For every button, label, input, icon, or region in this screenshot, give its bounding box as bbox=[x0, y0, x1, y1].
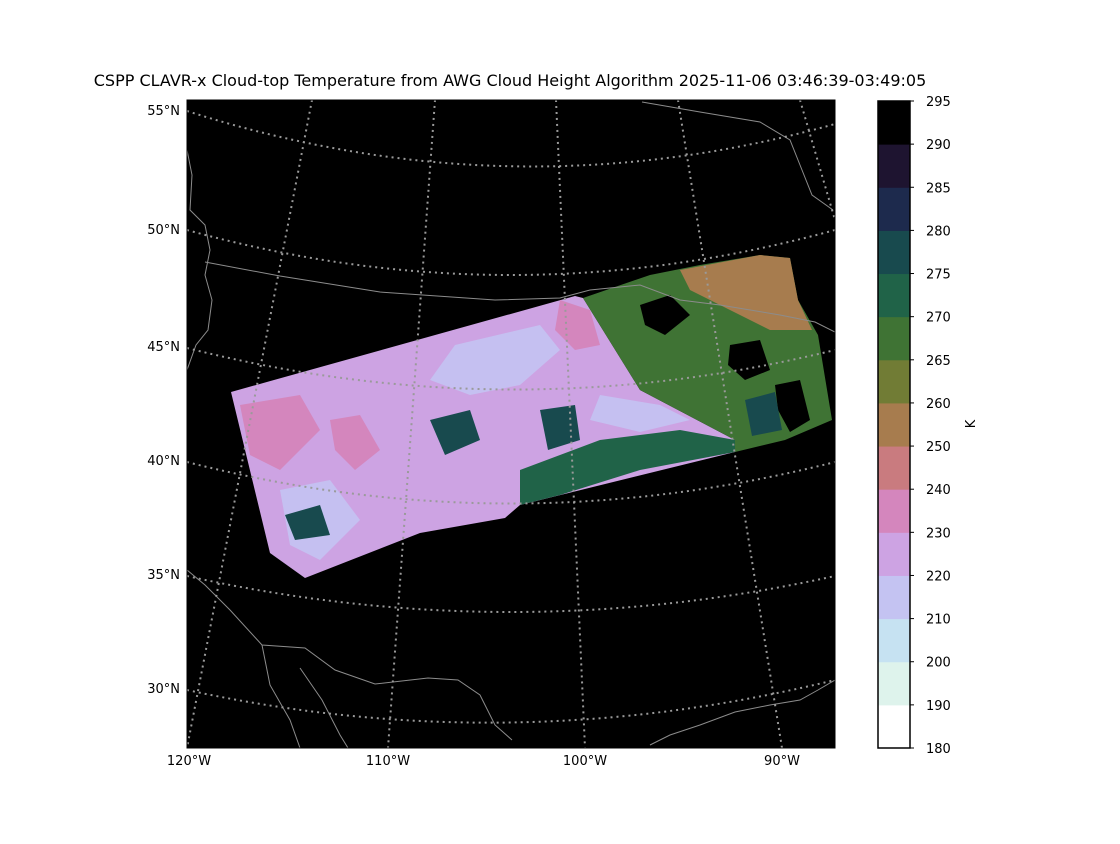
colorbar-unit-label: K bbox=[964, 419, 979, 428]
swath-cold-cloud-region bbox=[231, 296, 735, 578]
map-title: CSPP CLAVR-x Cloud-top Temperature from … bbox=[94, 71, 927, 90]
colorbar-tick-label: 190 bbox=[926, 699, 951, 714]
colorbar: 180 190 200 210 220 230 240 250 260 265 270 275 280 2… bbox=[877, 95, 951, 757]
gulf-coastline bbox=[649, 679, 835, 746]
swath-upper-brown-region bbox=[680, 255, 812, 330]
colorbar-tick-label: 270 bbox=[926, 311, 951, 326]
colorbar-tick-label: 295 bbox=[926, 95, 951, 110]
colorbar-bin bbox=[878, 187, 910, 231]
colorbar-bin bbox=[878, 618, 910, 663]
map-layers bbox=[187, 100, 835, 748]
colorbar-tick-label: 200 bbox=[926, 656, 951, 671]
lon-label: 110°W bbox=[366, 754, 410, 769]
colorbar-bin bbox=[878, 230, 910, 275]
us-canada-border bbox=[204, 261, 835, 333]
colorbar-tick-label: 250 bbox=[926, 440, 951, 455]
lon-labels: 120°W 110°W 100°W 90°W bbox=[167, 754, 800, 769]
meridian-100w bbox=[555, 100, 586, 748]
colorbar-bin bbox=[878, 101, 910, 145]
colorbar-bin bbox=[878, 446, 910, 490]
graticule bbox=[187, 100, 835, 748]
colorbar-tick-label: 210 bbox=[926, 613, 951, 628]
colorbar-tick-label: 265 bbox=[926, 354, 951, 369]
lon-label: 90°W bbox=[764, 754, 800, 769]
colorbar-tick-label: 290 bbox=[926, 138, 951, 153]
colorbar-bin bbox=[878, 316, 910, 361]
us-mexico-border bbox=[187, 569, 513, 741]
coastlines bbox=[187, 101, 835, 748]
colorbar-tick-label: 180 bbox=[926, 742, 951, 757]
lat-label: 45°N bbox=[147, 340, 180, 355]
colorbar-bin bbox=[878, 575, 910, 620]
meridian-90w bbox=[677, 100, 783, 748]
swath-very-cold-patches bbox=[280, 325, 690, 560]
colorbar-tick-label: 240 bbox=[926, 483, 951, 498]
colorbar-tick-label: 230 bbox=[926, 526, 951, 541]
lat-label: 55°N bbox=[147, 104, 180, 119]
lat-label: 35°N bbox=[147, 568, 180, 583]
baja-coastline bbox=[261, 644, 349, 748]
lat-label: 40°N bbox=[147, 454, 180, 469]
meridian-110w bbox=[387, 100, 436, 748]
colorbar-bin bbox=[878, 273, 910, 318]
lat-label: 30°N bbox=[147, 682, 180, 697]
lon-label: 120°W bbox=[167, 754, 211, 769]
colorbar-bin bbox=[878, 532, 910, 576]
colorbar-tick-label: 275 bbox=[926, 268, 951, 283]
cloud-swath bbox=[231, 255, 832, 578]
colorbar-bin bbox=[878, 704, 910, 749]
colorbar-bin bbox=[878, 489, 910, 533]
colorbar-tick-label: 285 bbox=[926, 181, 951, 196]
great-lakes-outline bbox=[641, 101, 834, 211]
swath-clear-gaps bbox=[640, 295, 810, 432]
colorbar-bin bbox=[878, 402, 910, 447]
swath-low-cloud-south bbox=[520, 430, 735, 505]
colorbar-tick-label: 220 bbox=[926, 569, 951, 584]
colorbar-bin bbox=[878, 144, 910, 188]
colorbar-bin bbox=[878, 661, 910, 706]
lon-label: 100°W bbox=[563, 754, 607, 769]
map-frame bbox=[186, 99, 836, 749]
lat-labels: 55°N 50°N 45°N 40°N 35°N 30°N bbox=[147, 104, 180, 697]
lat-label: 50°N bbox=[147, 223, 180, 238]
swath-warm-pink-patches bbox=[240, 300, 600, 470]
parallel-30n bbox=[187, 679, 835, 724]
meridian-120w bbox=[187, 100, 313, 748]
colorbar-frame bbox=[877, 100, 911, 749]
colorbar-tick-label: 260 bbox=[926, 397, 951, 412]
colorbar-tick-label: 280 bbox=[926, 224, 951, 239]
colorbar-bin bbox=[878, 359, 910, 404]
